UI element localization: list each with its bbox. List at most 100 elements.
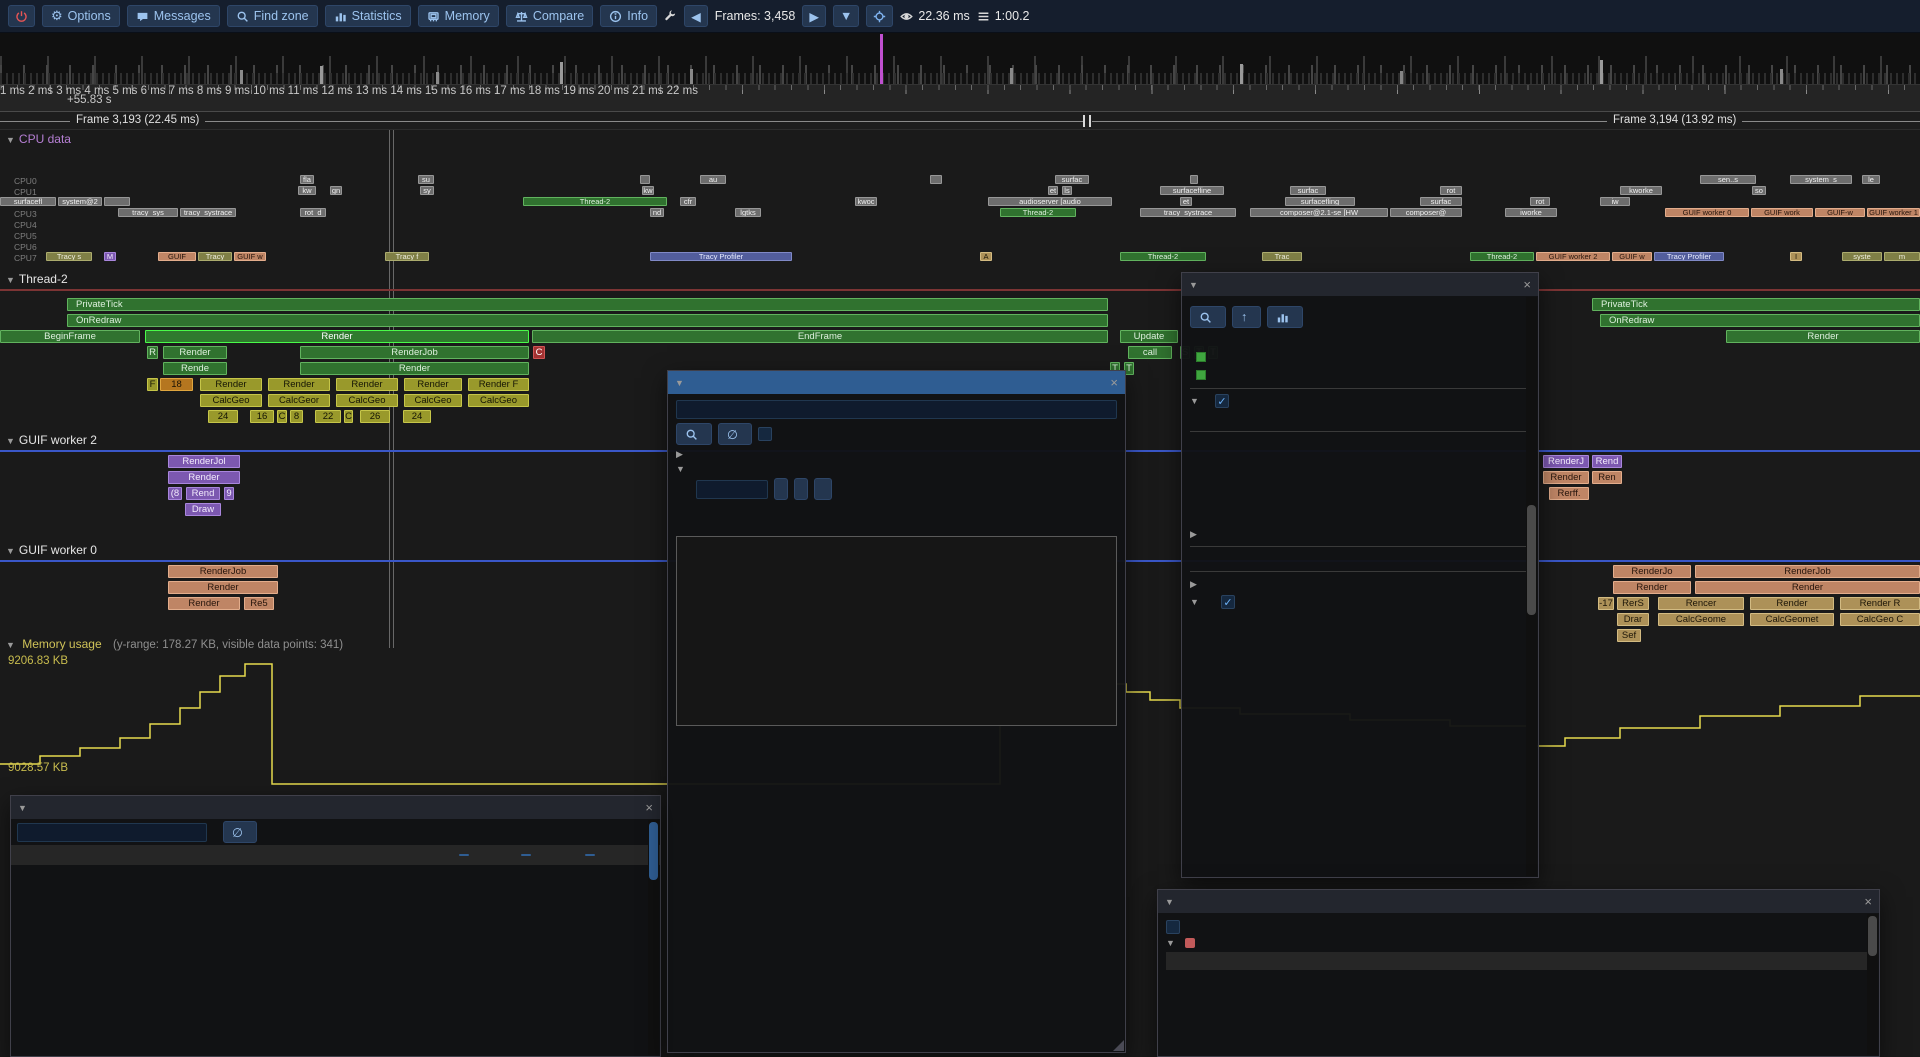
cpu-zone[interactable] (1190, 175, 1198, 184)
timeline-zone[interactable]: BeginFrame (0, 330, 140, 343)
cpu-zone[interactable]: le (1862, 175, 1880, 184)
compare-button[interactable]: Compare (505, 5, 594, 27)
cpu-zone[interactable]: GUIF work (1751, 208, 1813, 217)
timeline-zone[interactable]: Rend (1592, 455, 1622, 468)
frame-overview-strip[interactable] (0, 33, 1920, 85)
group-children-checkbox[interactable] (1220, 595, 1235, 609)
timeline-zone[interactable]: RenderJol (168, 455, 240, 468)
find-zone-button[interactable]: Find zone (226, 5, 318, 27)
cpu-zone[interactable]: GUIF worker 1 (1867, 208, 1920, 217)
cpu-zone[interactable]: kw (642, 186, 654, 195)
timeline-zone[interactable]: RenderJ (1543, 455, 1589, 468)
prev-frame-button[interactable]: ◀ (684, 5, 708, 27)
cpu-zone[interactable]: composer@ (1390, 208, 1462, 217)
cpu-zone[interactable]: syste (1842, 252, 1882, 261)
cpu-zone[interactable]: sen..s (1700, 175, 1756, 184)
cpu-zone[interactable]: au (700, 175, 726, 184)
cpu-zone[interactable]: nd (650, 208, 664, 217)
cpu-zone[interactable]: Thread-2 (1470, 252, 1534, 261)
cpu-zone[interactable]: Thread-2 (523, 197, 667, 206)
timeline-zone[interactable]: Render (145, 330, 529, 343)
cpu-zone[interactable]: lgtks (735, 208, 761, 217)
cpu-zone[interactable] (104, 197, 130, 206)
scrollbar[interactable] (1867, 914, 1878, 1055)
timeline-zone[interactable]: (8 (168, 487, 182, 500)
timeline-zone[interactable]: Render (200, 378, 262, 391)
tools-button[interactable] (664, 9, 677, 23)
zoom-to-zone-button[interactable] (1190, 306, 1226, 328)
timeline-zone[interactable]: Update (1120, 330, 1178, 343)
scrollbar[interactable] (648, 820, 659, 1055)
cpu-zone[interactable]: surfacefl (0, 197, 56, 206)
statistics-button[interactable]: Statistics (324, 5, 411, 27)
timeline-zone[interactable]: Rend (186, 487, 220, 500)
timeline-zone[interactable]: Render (300, 362, 529, 375)
memory-button[interactable]: Memory (417, 5, 499, 27)
time-relative-checkbox[interactable] (1214, 394, 1229, 408)
column-header-total-time[interactable] (459, 854, 469, 856)
find-zone-window-titlebar[interactable]: ▼ × (668, 371, 1125, 394)
timeline-zone[interactable]: Render (168, 597, 240, 610)
search-input[interactable] (676, 400, 1117, 419)
timeline-zone[interactable]: call (1128, 346, 1172, 359)
cpu-zone[interactable]: GUIF-w (1815, 208, 1865, 217)
cpu-zone[interactable]: A (980, 252, 992, 261)
cpu-zone[interactable]: rot (1440, 186, 1462, 195)
cpu-zone[interactable]: iw (1600, 197, 1630, 206)
cpu-zone[interactable]: Thread-2 (1120, 252, 1206, 261)
timeline-zone[interactable]: Render (1750, 597, 1834, 610)
timeline-zone[interactable]: Rende (163, 362, 227, 375)
matched-source-locations[interactable]: ▶ (676, 449, 1117, 460)
timeline-zone[interactable]: CalcGeor (268, 394, 330, 407)
cpu-zone[interactable]: gn (330, 186, 342, 195)
memory-window-titlebar[interactable]: ▼ × (1158, 890, 1879, 913)
timeline-zone[interactable]: CalcGeome (1658, 613, 1744, 626)
column-header-mtpc[interactable] (585, 854, 595, 856)
histogram-tree-node[interactable]: ▼ (676, 464, 1117, 474)
timeline-zone[interactable]: CalcGeo (200, 394, 262, 407)
cpu-zone[interactable]: Thread-2 (1000, 208, 1076, 217)
scrollbar[interactable] (1526, 297, 1537, 876)
timeline-zone[interactable]: C (277, 410, 287, 423)
timeline-zone[interactable]: Render (163, 346, 227, 359)
reset-button[interactable] (814, 478, 832, 500)
increment-button[interactable] (794, 478, 808, 500)
close-icon[interactable]: × (645, 800, 653, 815)
cpu-zone[interactable]: Tracy Profiler (1654, 252, 1724, 261)
cpu-zone[interactable]: iworke (1505, 208, 1557, 217)
min-values-input[interactable] (696, 479, 768, 499)
timeline-zone[interactable]: 8 (290, 410, 303, 423)
timeline-zone[interactable]: C (344, 410, 353, 423)
cpu-zone[interactable]: Tracy f (385, 252, 429, 261)
cpu-zone[interactable]: GUIF worker 0 (1665, 208, 1749, 217)
cpu-zone[interactable]: surfacefline (1160, 186, 1224, 195)
messages-button[interactable]: Messages (126, 5, 220, 27)
active-allocations-node[interactable]: ▼ (1166, 938, 1871, 948)
timeline-zone[interactable]: 24 (208, 410, 238, 423)
timeline-zone[interactable]: CalcGeo (468, 394, 529, 407)
goto-frame-button[interactable] (866, 5, 894, 27)
power-button[interactable] (8, 5, 35, 27)
timeline-zone[interactable]: Sef (1617, 629, 1641, 642)
frames-row[interactable]: Frame 3,193 (22.45 ms) Frame 3,194 (13.9… (0, 112, 1920, 130)
child-zones-node[interactable]: ▼ (1190, 594, 1530, 610)
cpu-zone[interactable]: tracy_systrace (180, 208, 236, 217)
timeline-zone[interactable]: Render (268, 378, 330, 391)
timeline-zone[interactable]: T (1124, 362, 1134, 375)
cpu-zone[interactable] (640, 175, 650, 184)
cpu-zone[interactable]: GUIF w (234, 252, 266, 261)
cpu-zone[interactable]: surfac (1420, 197, 1462, 206)
timeline-zone[interactable]: Drar (1617, 613, 1649, 626)
cpu-zone[interactable]: GUIF w (1612, 252, 1652, 261)
cpu-zone[interactable]: kw (298, 186, 316, 195)
timeline-zone[interactable]: CalcGeomet (1750, 613, 1834, 626)
timeline-zone[interactable]: Render (168, 581, 278, 594)
cpu-zone[interactable]: Tracy s (46, 252, 92, 261)
timeline-zone[interactable]: C (533, 346, 545, 359)
cpu-zone[interactable]: surfac (1055, 175, 1089, 184)
timeline-zone[interactable]: R (147, 346, 158, 359)
resize-grip[interactable] (1113, 1040, 1124, 1051)
cpu-zone[interactable]: I (1790, 252, 1802, 261)
cpu-zone[interactable]: et (1180, 197, 1192, 206)
timeline-zone[interactable]: OnRedraw (1600, 314, 1920, 327)
